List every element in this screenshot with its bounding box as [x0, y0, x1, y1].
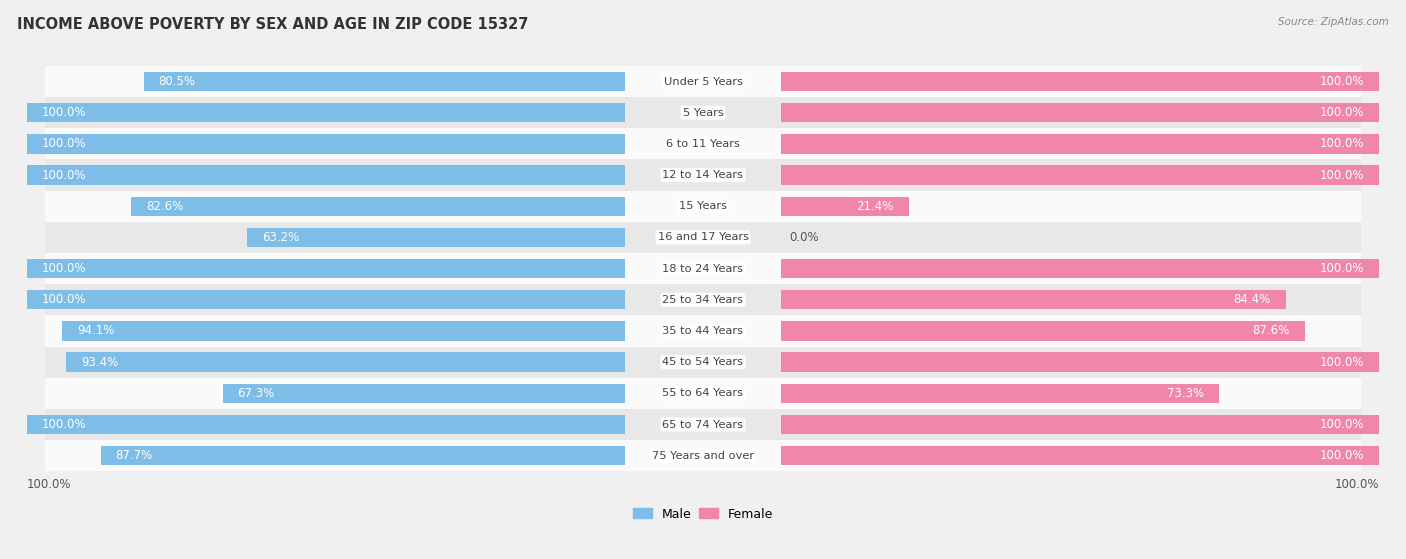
Bar — [45, 378, 1361, 409]
Text: 75 Years and over: 75 Years and over — [652, 451, 754, 461]
Text: 15 Years: 15 Years — [679, 201, 727, 211]
Bar — [45, 97, 1361, 129]
Text: 100.0%: 100.0% — [42, 138, 86, 150]
Text: 0.0%: 0.0% — [790, 231, 820, 244]
Bar — [27, 290, 626, 310]
Text: 100.0%: 100.0% — [1320, 75, 1364, 88]
Text: 100.0%: 100.0% — [1320, 356, 1364, 368]
Text: 25 to 34 Years: 25 to 34 Years — [662, 295, 744, 305]
Legend: Male, Female: Male, Female — [628, 503, 778, 525]
Bar — [27, 415, 626, 434]
Text: 63.2%: 63.2% — [262, 231, 299, 244]
Bar — [45, 129, 1361, 159]
Text: 5 Years: 5 Years — [683, 108, 723, 118]
Text: 67.3%: 67.3% — [238, 387, 274, 400]
Bar — [66, 353, 626, 372]
Bar — [27, 134, 626, 154]
Bar — [143, 72, 626, 91]
Bar — [780, 259, 1379, 278]
Bar — [45, 440, 1361, 471]
Text: 93.4%: 93.4% — [82, 356, 118, 368]
Text: 100.0%: 100.0% — [42, 106, 86, 119]
Text: 100.0%: 100.0% — [1320, 106, 1364, 119]
Bar — [45, 159, 1361, 191]
Text: Source: ZipAtlas.com: Source: ZipAtlas.com — [1278, 17, 1389, 27]
Text: 87.7%: 87.7% — [115, 449, 153, 462]
Text: 100.0%: 100.0% — [42, 262, 86, 275]
Text: 73.3%: 73.3% — [1167, 387, 1205, 400]
Bar — [27, 259, 626, 278]
Bar — [27, 103, 626, 122]
Bar — [45, 191, 1361, 222]
Bar — [62, 321, 626, 340]
Text: 84.4%: 84.4% — [1233, 293, 1271, 306]
Text: 35 to 44 Years: 35 to 44 Years — [662, 326, 744, 336]
Text: 65 to 74 Years: 65 to 74 Years — [662, 419, 744, 429]
Bar — [45, 66, 1361, 97]
Text: 100.0%: 100.0% — [1334, 478, 1379, 491]
Bar — [780, 321, 1305, 340]
Bar — [222, 383, 626, 403]
Text: INCOME ABOVE POVERTY BY SEX AND AGE IN ZIP CODE 15327: INCOME ABOVE POVERTY BY SEX AND AGE IN Z… — [17, 17, 529, 32]
Bar — [780, 103, 1379, 122]
Text: 18 to 24 Years: 18 to 24 Years — [662, 264, 744, 273]
Text: 6 to 11 Years: 6 to 11 Years — [666, 139, 740, 149]
Text: 100.0%: 100.0% — [1320, 449, 1364, 462]
Text: 100.0%: 100.0% — [1320, 169, 1364, 182]
Bar — [780, 383, 1219, 403]
Bar — [45, 347, 1361, 378]
Bar — [45, 222, 1361, 253]
Bar — [45, 253, 1361, 284]
Text: 94.1%: 94.1% — [77, 324, 115, 338]
Bar — [780, 165, 1379, 184]
Bar — [780, 415, 1379, 434]
Text: 100.0%: 100.0% — [1320, 418, 1364, 431]
Text: 100.0%: 100.0% — [42, 293, 86, 306]
Bar — [780, 134, 1379, 154]
Text: 100.0%: 100.0% — [42, 169, 86, 182]
Text: 21.4%: 21.4% — [856, 200, 894, 213]
Bar — [780, 72, 1379, 91]
Text: 87.6%: 87.6% — [1253, 324, 1289, 338]
Bar — [45, 284, 1361, 315]
Bar — [780, 197, 908, 216]
Text: 45 to 54 Years: 45 to 54 Years — [662, 357, 744, 367]
Bar — [780, 290, 1285, 310]
Text: 100.0%: 100.0% — [1320, 138, 1364, 150]
Text: 100.0%: 100.0% — [1320, 262, 1364, 275]
Text: 82.6%: 82.6% — [146, 200, 183, 213]
Text: Under 5 Years: Under 5 Years — [664, 77, 742, 87]
Bar — [131, 197, 626, 216]
Text: 80.5%: 80.5% — [159, 75, 195, 88]
Bar — [27, 165, 626, 184]
Bar — [780, 446, 1379, 465]
Bar — [247, 228, 626, 247]
Bar — [780, 353, 1379, 372]
Bar — [45, 409, 1361, 440]
Text: 55 to 64 Years: 55 to 64 Years — [662, 389, 744, 399]
Bar — [45, 315, 1361, 347]
Text: 100.0%: 100.0% — [42, 418, 86, 431]
Bar — [101, 446, 626, 465]
Text: 16 and 17 Years: 16 and 17 Years — [658, 233, 748, 243]
Text: 100.0%: 100.0% — [27, 478, 72, 491]
Text: 12 to 14 Years: 12 to 14 Years — [662, 170, 744, 180]
